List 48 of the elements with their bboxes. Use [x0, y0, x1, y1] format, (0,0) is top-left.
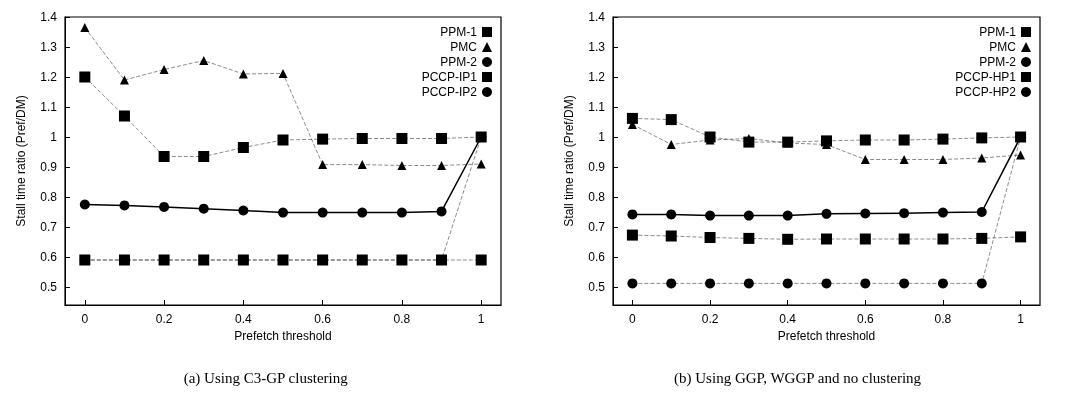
x-axis-title: Prefetch threshold — [777, 328, 876, 343]
x-tick-label: 0.6 — [314, 312, 332, 326]
x-tick-label: 0.2 — [155, 312, 173, 326]
legend-label: PPM-1 — [979, 25, 1017, 39]
y-tick-label: 1.4 — [588, 10, 606, 24]
legend-label: PCCP-IP1 — [421, 70, 478, 84]
y-tick-label: 1.2 — [588, 70, 606, 84]
legend-label: PPM-2 — [440, 55, 478, 69]
y-tick-label: 0.9 — [588, 160, 606, 174]
y-tick-label: 0.5 — [588, 280, 606, 294]
y-tick-label: 0.9 — [40, 160, 58, 174]
y-tick-label: 0.7 — [588, 220, 606, 234]
x-tick-label: 0.6 — [856, 312, 874, 326]
legend-label: PMC — [450, 40, 478, 54]
y-tick-label: 1.1 — [588, 100, 606, 114]
x-tick-label: 0.2 — [701, 312, 719, 326]
y-tick-label: 1.2 — [40, 70, 58, 84]
legend-label: PMC — [989, 40, 1017, 54]
x-tick-label: 0.8 — [393, 312, 411, 326]
x-tick-label: 0.8 — [934, 312, 952, 326]
legend-label: PCCP-HP2 — [955, 85, 1017, 99]
y-tick-label: 0.6 — [588, 250, 606, 264]
x-tick-label: 1 — [1017, 312, 1025, 326]
y-tick-label: 0.7 — [40, 220, 58, 234]
x-tick-label: 0 — [81, 312, 89, 326]
y-tick-label: 1.4 — [40, 10, 58, 24]
y-tick-label: 1.3 — [40, 40, 58, 54]
legend-label: PCCP-HP1 — [955, 70, 1017, 84]
y-tick-label: 1.1 — [40, 100, 58, 114]
y-axis-title: Stall time ratio (Pref/DM) — [562, 95, 576, 227]
y-tick-label: 1.3 — [588, 40, 606, 54]
y-tick-label: 0.8 — [40, 190, 58, 204]
x-tick-label: 0.4 — [235, 312, 253, 326]
y-tick-label: 0.5 — [40, 280, 58, 294]
legend-label: PPM-2 — [979, 55, 1017, 69]
y-tick-label: 0.8 — [588, 190, 606, 204]
x-axis-title: Prefetch threshold — [234, 328, 332, 343]
y-tick-label: 1 — [598, 130, 606, 144]
y-tick-label: 0.6 — [40, 250, 58, 264]
legend-label: PPM-1 — [440, 25, 478, 39]
legend-label: PCCP-IP2 — [421, 85, 478, 99]
text: (b) Using GGP, WGGP and no clustering — [674, 369, 922, 387]
x-tick-label: 1 — [477, 312, 485, 326]
x-tick-label: 0.4 — [779, 312, 797, 326]
text: (a) Using C3-GP clustering — [183, 369, 349, 387]
y-tick-label: 1 — [50, 130, 58, 144]
x-tick-label: 0 — [629, 312, 637, 326]
y-axis-title: Stall time ratio (Pref/DM) — [14, 95, 28, 227]
